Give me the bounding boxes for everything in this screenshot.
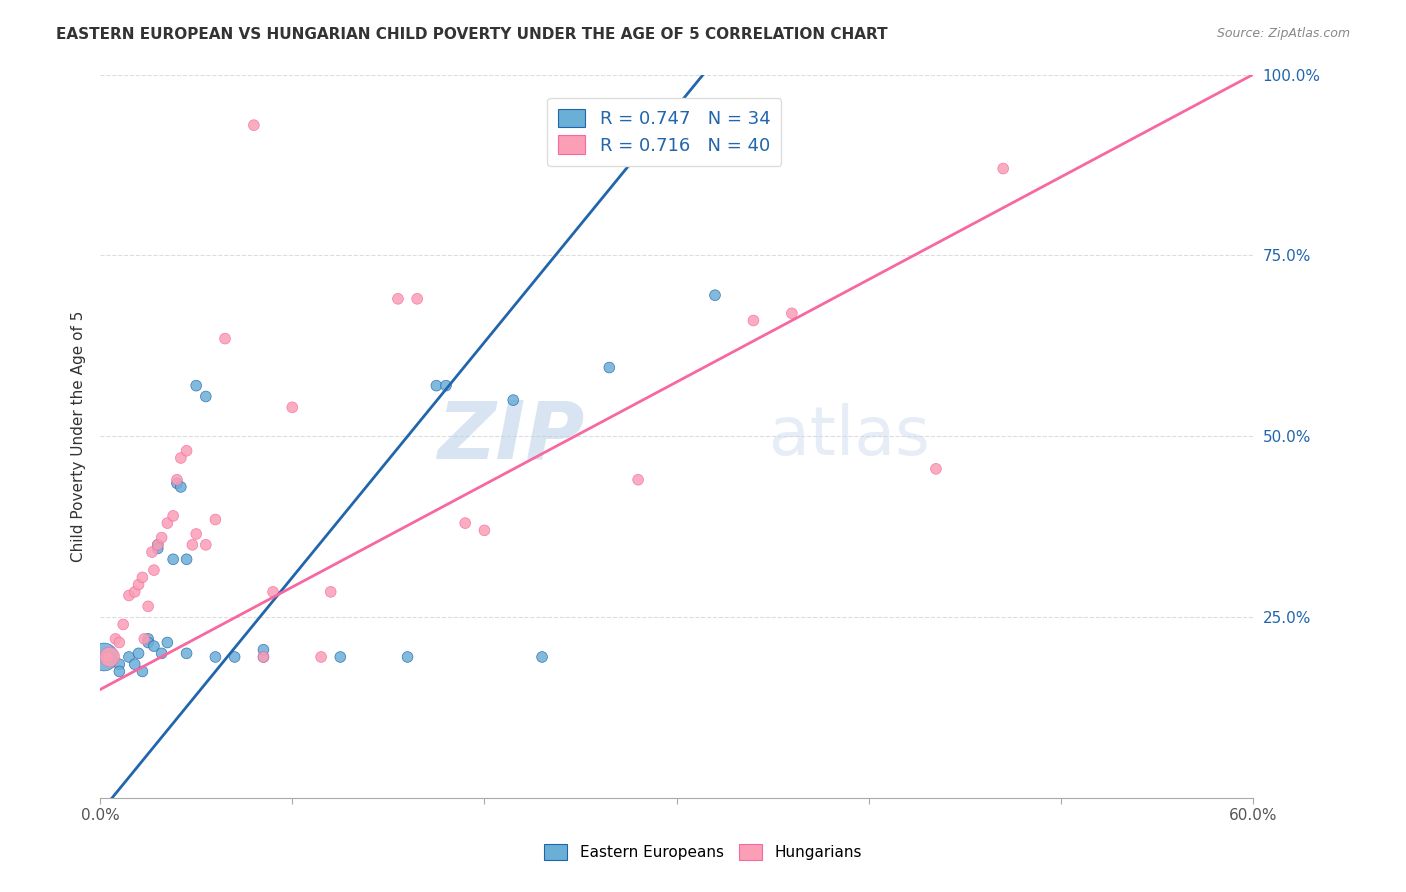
Point <box>112 617 135 632</box>
Point <box>176 646 198 660</box>
Text: Source: ZipAtlas.com: Source: ZipAtlas.com <box>1216 27 1350 40</box>
Point <box>204 650 226 665</box>
Point <box>474 524 496 538</box>
Point <box>156 516 179 530</box>
Point <box>598 360 620 375</box>
Point <box>131 665 153 679</box>
Point <box>156 635 179 649</box>
Point <box>925 462 948 476</box>
Point <box>162 508 184 523</box>
Point <box>194 390 217 404</box>
Point <box>146 541 169 556</box>
Legend: Eastern Europeans, Hungarians: Eastern Europeans, Hungarians <box>538 838 868 866</box>
Point <box>166 476 188 491</box>
Point <box>108 657 131 672</box>
Point <box>262 585 284 599</box>
Point <box>166 473 188 487</box>
Point <box>142 639 165 653</box>
Point <box>531 650 554 665</box>
Point <box>124 657 146 672</box>
Point <box>176 552 198 566</box>
Point <box>136 599 159 614</box>
Point <box>124 585 146 599</box>
Point <box>309 650 332 665</box>
Point <box>243 118 266 132</box>
Point <box>396 650 419 665</box>
Point <box>150 531 173 545</box>
Point <box>97 650 120 665</box>
Point <box>142 563 165 577</box>
Point <box>181 538 204 552</box>
Text: ZIP: ZIP <box>437 397 585 475</box>
Point <box>131 570 153 584</box>
Point <box>252 642 274 657</box>
Point <box>108 665 131 679</box>
Point <box>98 650 121 665</box>
Point <box>454 516 477 530</box>
Point <box>204 512 226 526</box>
Point <box>742 313 765 327</box>
Point <box>150 646 173 660</box>
Text: EASTERN EUROPEAN VS HUNGARIAN CHILD POVERTY UNDER THE AGE OF 5 CORRELATION CHART: EASTERN EUROPEAN VS HUNGARIAN CHILD POVE… <box>56 27 887 42</box>
Legend: R = 0.747   N = 34, R = 0.716   N = 40: R = 0.747 N = 34, R = 0.716 N = 40 <box>547 98 782 166</box>
Point <box>281 401 304 415</box>
Point <box>329 650 352 665</box>
Point <box>118 650 141 665</box>
Y-axis label: Child Poverty Under the Age of 5: Child Poverty Under the Age of 5 <box>72 310 86 562</box>
Point <box>252 650 274 665</box>
Point <box>170 480 193 494</box>
Point <box>502 393 524 408</box>
Point <box>780 306 803 320</box>
Point <box>93 650 115 665</box>
Point <box>108 635 131 649</box>
Point <box>425 378 447 392</box>
Point <box>162 552 184 566</box>
Point <box>176 443 198 458</box>
Point <box>194 538 217 552</box>
Point <box>128 646 150 660</box>
Point <box>136 635 159 649</box>
Point <box>387 292 409 306</box>
Point <box>214 332 236 346</box>
Point <box>993 161 1015 176</box>
Text: atlas: atlas <box>769 403 929 469</box>
Point <box>118 589 141 603</box>
Point <box>98 650 121 665</box>
Point <box>136 632 159 646</box>
Point <box>186 378 208 392</box>
Point <box>406 292 429 306</box>
Point <box>252 650 274 665</box>
Point <box>128 577 150 591</box>
Point <box>704 288 727 302</box>
Point <box>224 650 246 665</box>
Point <box>434 378 457 392</box>
Point <box>170 450 193 465</box>
Point <box>141 545 163 559</box>
Point <box>134 632 156 646</box>
Point <box>104 632 127 646</box>
Point <box>186 527 208 541</box>
Point <box>146 538 169 552</box>
Point <box>627 473 650 487</box>
Point <box>319 585 342 599</box>
Point <box>146 538 169 552</box>
